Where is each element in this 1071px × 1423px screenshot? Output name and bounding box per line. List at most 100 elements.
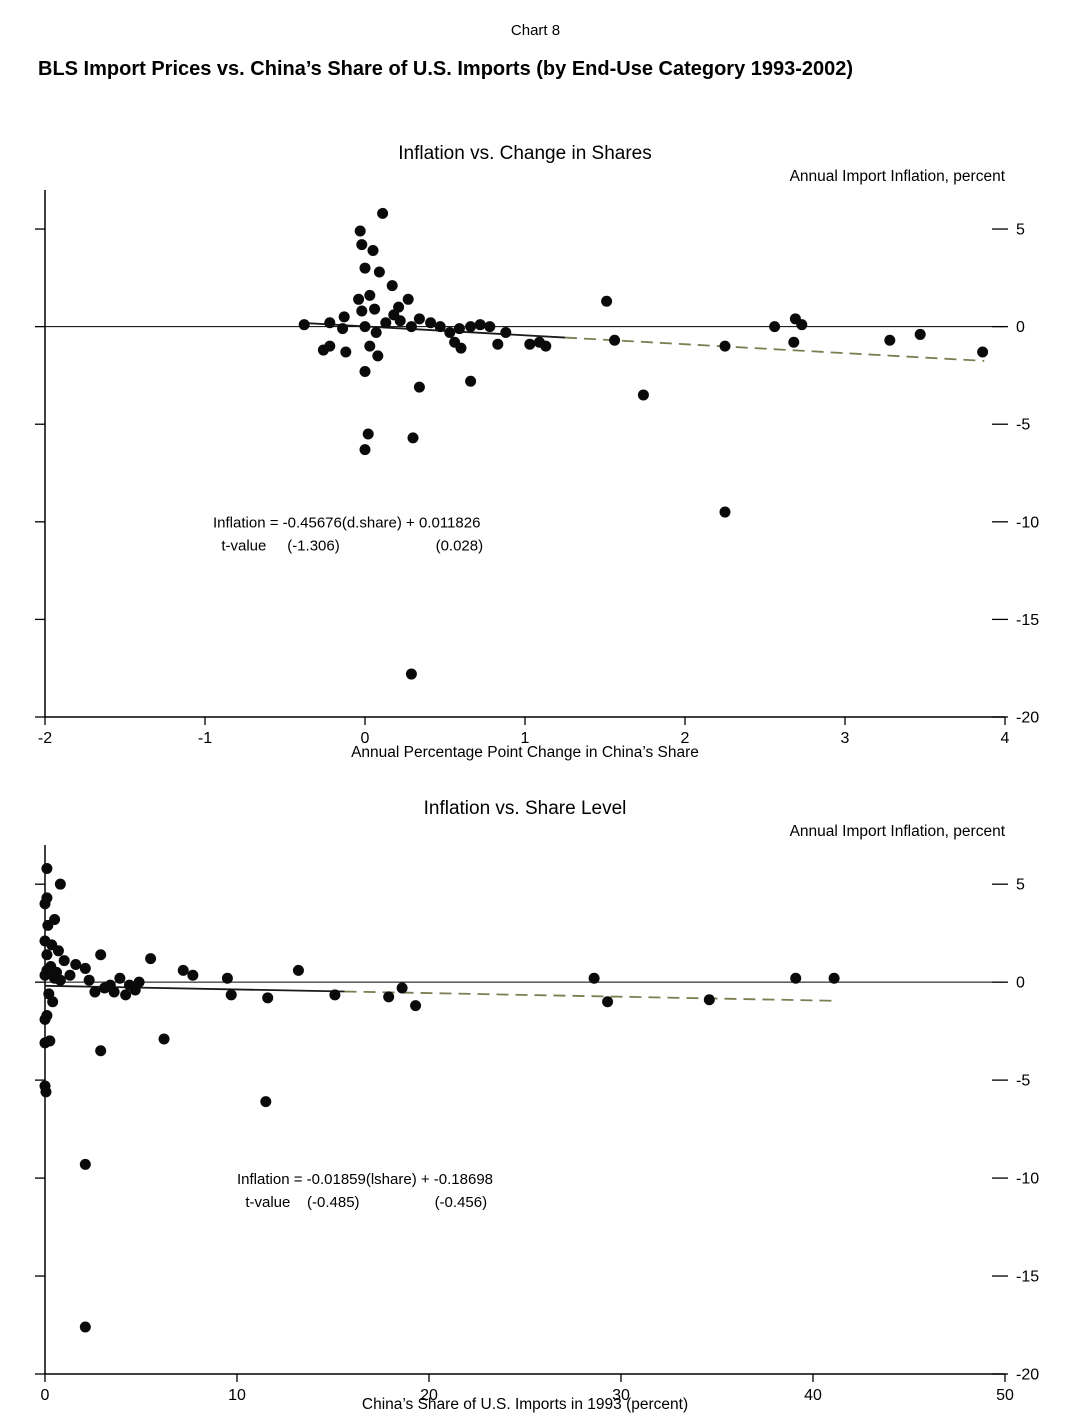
scatter-point (354, 225, 366, 237)
scatter-point (47, 996, 59, 1008)
scatter-point (465, 321, 477, 333)
scatter-point (484, 321, 496, 333)
scatter-point (329, 989, 341, 1001)
scatter-point (372, 350, 384, 362)
scatter-point (221, 972, 233, 984)
scatter-point (41, 949, 53, 961)
y-tick-label: -15 (1016, 1269, 1039, 1286)
scatter-point (377, 207, 389, 219)
scatter-point (324, 317, 336, 329)
y-tick-label: -10 (1016, 1171, 1039, 1188)
scatter-point (359, 262, 371, 274)
scatter-point (52, 945, 64, 957)
scatter-point (40, 1086, 52, 1098)
regression-tvalue-text: t-value (-1.306) (0.028) (213, 538, 483, 555)
y-tick-label: -15 (1016, 612, 1039, 629)
scatter-point (298, 319, 310, 331)
scatter-point (359, 444, 371, 456)
scatter-point (317, 344, 329, 356)
scatter-point (95, 949, 107, 961)
x-tick-label: 4 (1001, 730, 1010, 747)
scatter-point (601, 295, 613, 307)
scatter-point (129, 984, 141, 996)
x-tick-label: 3 (841, 730, 850, 747)
scatter-point (609, 334, 621, 346)
regression-annotation: Inflation = -0.45676(d.share) + 0.011826… (213, 515, 483, 555)
scatter-point (64, 969, 76, 981)
x-tick-label: 40 (804, 1387, 822, 1404)
regression-line-dashed (564, 336, 985, 362)
scatter-point (370, 326, 382, 338)
scatter-point (492, 338, 504, 350)
y-tick-label: -20 (1016, 710, 1039, 727)
scatter-point (455, 342, 467, 354)
scatter-point (292, 964, 304, 976)
scatter-point (39, 898, 51, 910)
scatter-point (70, 959, 82, 971)
scatter-point (114, 972, 126, 984)
y-tick-label: 0 (1016, 975, 1025, 992)
scatter-point (39, 1013, 51, 1025)
y-tick-label: -10 (1016, 514, 1039, 531)
scatter-point (364, 340, 376, 352)
scatter-point (58, 955, 70, 967)
scatter-point (465, 375, 477, 387)
scatter-point (79, 962, 91, 974)
scatter-point (177, 964, 189, 976)
scatter-point (337, 323, 349, 335)
bottom-chart-y-axis-note: Annual Import Inflation, percent (789, 823, 1005, 840)
y-tick-label: -5 (1016, 1073, 1030, 1090)
scatter-point (453, 323, 465, 335)
scatter-point (356, 239, 368, 251)
scatter-point (434, 321, 446, 333)
x-tick-label: 0 (41, 1387, 50, 1404)
regression-annotation: Inflation = -0.01859(lshare) + -0.18698 … (237, 1171, 493, 1211)
scatter-point (362, 428, 374, 440)
scatter-point (225, 989, 237, 1001)
scatter-point (405, 668, 417, 680)
scatter-point (51, 966, 63, 978)
x-tick-label: 0 (361, 730, 370, 747)
scatter-point (262, 992, 274, 1004)
scatter-point (703, 994, 715, 1006)
scatter-point (602, 996, 614, 1008)
scatter-point (410, 1000, 422, 1012)
scatter-point (120, 989, 132, 1001)
scatter-point (338, 311, 350, 323)
scatter-point (260, 1096, 272, 1108)
scatter-point (719, 506, 731, 518)
scatter-point (474, 319, 486, 331)
scatter-point (54, 878, 66, 890)
scatter-point (367, 245, 379, 257)
scatter-point (39, 1037, 51, 1049)
top-chart-y-axis-note: Annual Import Inflation, percent (789, 168, 1005, 185)
x-tick-label: 2 (681, 730, 690, 747)
scatter-point (108, 986, 120, 998)
scatter-point (413, 313, 425, 325)
x-tick-label: 50 (996, 1387, 1014, 1404)
scatter-point (383, 991, 395, 1003)
regression-tvalue-text: t-value (-0.485) (-0.456) (237, 1194, 487, 1211)
x-tick-label: -2 (38, 730, 52, 747)
scatter-point (158, 1033, 170, 1045)
x-tick-label: 30 (612, 1387, 630, 1404)
scatter-point (719, 340, 731, 352)
scatter-point (413, 381, 425, 393)
scatter-point (42, 919, 54, 931)
top-chart-x-axis-label: Annual Percentage Point Change in China’… (351, 744, 699, 761)
scatter-point (79, 1321, 91, 1333)
page-title: BLS Import Prices vs. China’s Share of U… (38, 58, 854, 80)
scatter-point (79, 1158, 91, 1170)
scatter-point (540, 340, 552, 352)
scatter-point (588, 972, 600, 984)
scatter-point (637, 389, 649, 401)
x-tick-label: 10 (228, 1387, 246, 1404)
scatter-point (89, 986, 101, 998)
scatter-point (41, 863, 53, 875)
scatter-point (145, 953, 157, 965)
x-tick-label: 1 (521, 730, 530, 747)
scatter-point (405, 321, 417, 333)
y-tick-label: -5 (1016, 417, 1030, 434)
top-chart-title: Inflation vs. Change in Shares (398, 143, 652, 164)
